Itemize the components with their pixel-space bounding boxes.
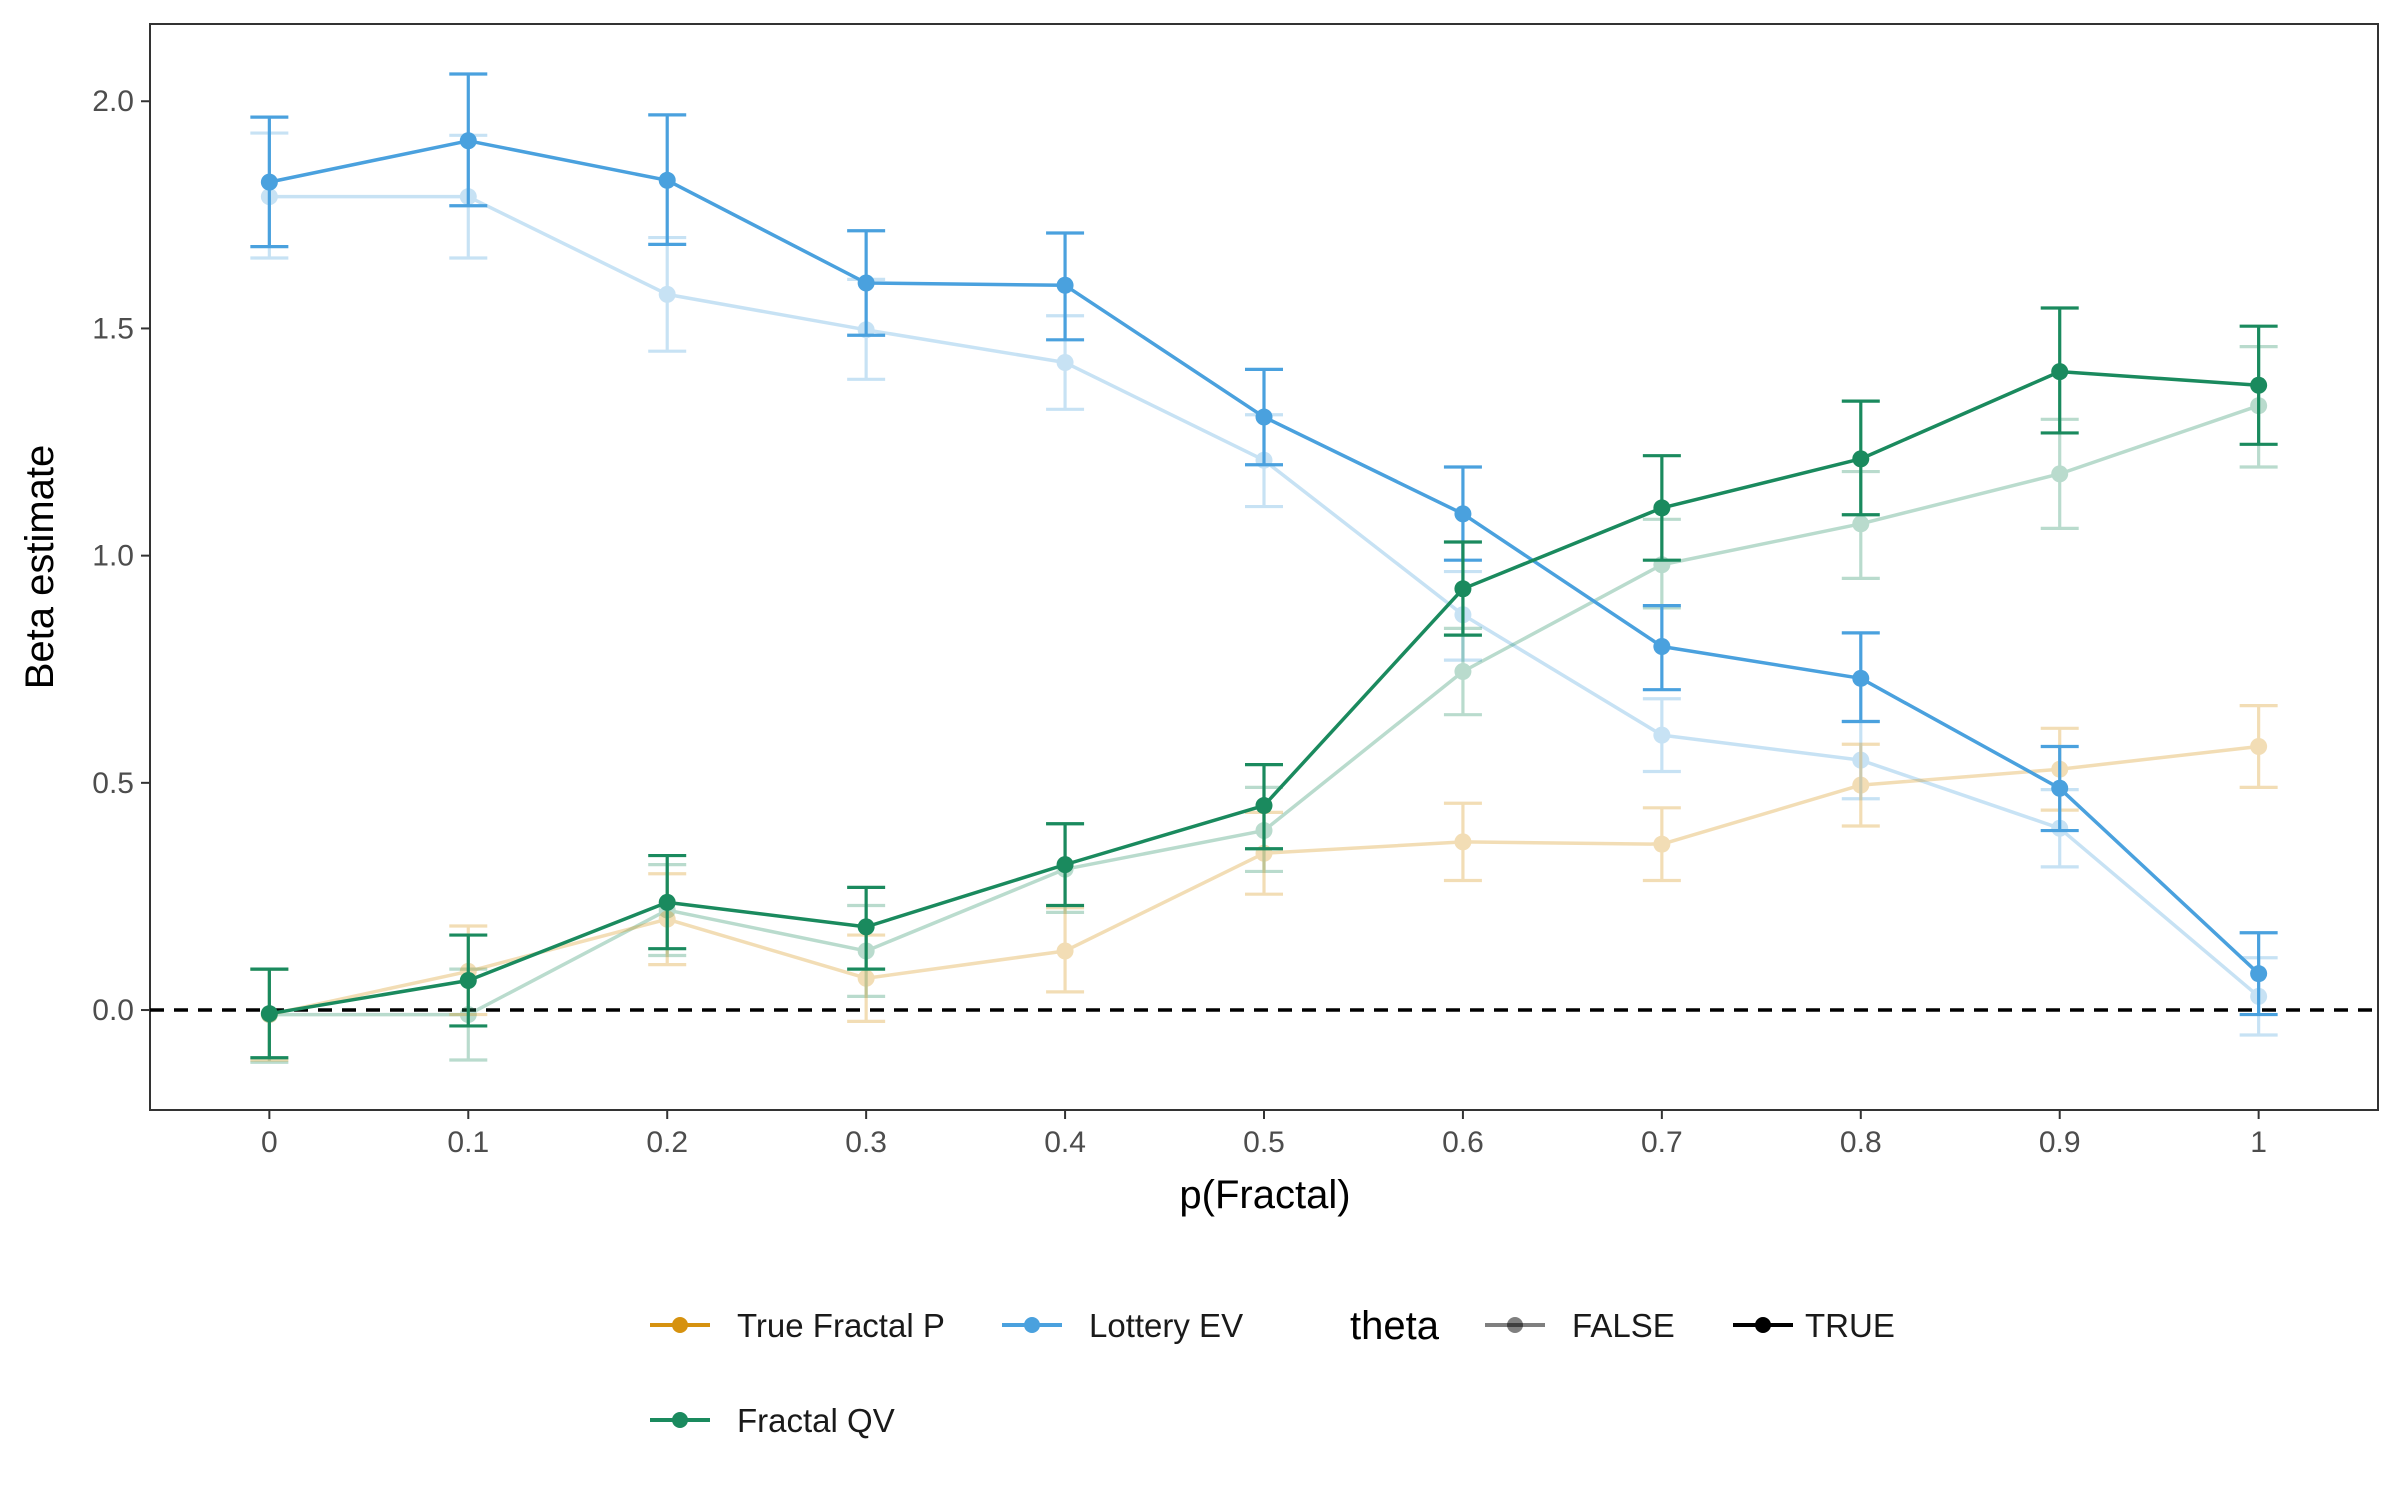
data-point-lottery-ev-true bbox=[260, 173, 278, 191]
data-point-lottery-ev-true bbox=[1454, 505, 1472, 523]
x-tick-label: 0.2 bbox=[646, 1126, 688, 1159]
data-point-fractal-qv-false bbox=[1852, 515, 1870, 533]
data-point-fractal-qv-true bbox=[2051, 363, 2069, 381]
data-point-fractal-qv-true bbox=[1056, 856, 1074, 874]
x-tick-label: 0.1 bbox=[447, 1126, 489, 1159]
x-tick-label: 0.4 bbox=[1044, 1126, 1086, 1159]
data-point-fractal-qv-true bbox=[2250, 376, 2268, 394]
x-tick-label: 0.5 bbox=[1243, 1126, 1285, 1159]
legend-item-theta-true: TRUE bbox=[1733, 1307, 1895, 1344]
data-point-lottery-ev-false bbox=[1653, 726, 1671, 744]
y-tick-label: 2.0 bbox=[92, 85, 134, 118]
error-bar-true-fractal-p-false bbox=[1443, 801, 1482, 883]
data-point-lottery-ev-false bbox=[658, 285, 676, 303]
data-point-fractal-qv-true bbox=[1454, 580, 1472, 598]
data-point-lottery-ev-true bbox=[1056, 276, 1074, 294]
legend-item-lottery-ev: Lottery EV bbox=[1002, 1307, 1243, 1344]
series-lottery-ev-true bbox=[250, 72, 2278, 1017]
data-point-lottery-ev-true bbox=[2250, 965, 2268, 983]
legend-label-fractal-qv: Fractal QV bbox=[737, 1402, 895, 1439]
x-tick-label: 0 bbox=[261, 1126, 278, 1159]
error-bar-true-fractal-p-false bbox=[1841, 742, 1880, 828]
data-point-lottery-ev-true bbox=[459, 132, 477, 150]
legend-key-point-true-fractal-p bbox=[672, 1317, 688, 1333]
error-bar-true-fractal-p-false bbox=[2239, 703, 2278, 789]
y-axis-title: Beta estimate bbox=[18, 445, 62, 690]
data-point-true-fractal-p-false bbox=[1056, 942, 1074, 960]
data-point-lottery-ev-false bbox=[1056, 354, 1074, 372]
data-point-true-fractal-p-false bbox=[857, 969, 875, 987]
data-point-fractal-qv-true bbox=[658, 893, 676, 911]
legend-label-theta-true: TRUE bbox=[1805, 1307, 1895, 1344]
data-point-fractal-qv-true bbox=[459, 971, 477, 989]
legend-key-point-theta-false bbox=[1507, 1317, 1523, 1333]
error-bar-true-fractal-p-false bbox=[1642, 806, 1681, 883]
legend-item-theta-false: FALSE bbox=[1485, 1307, 1675, 1344]
data-point-fractal-qv-false bbox=[2051, 465, 2069, 483]
data-point-fractal-qv-true bbox=[1255, 797, 1273, 815]
legend-label-lottery-ev: Lottery EV bbox=[1089, 1307, 1243, 1344]
legend-key-point-fractal-qv bbox=[672, 1412, 688, 1428]
data-point-lottery-ev-true bbox=[658, 171, 676, 189]
x-tick-label: 1 bbox=[2250, 1126, 2267, 1159]
legend-item-true-fractal-p: True Fractal P bbox=[650, 1307, 945, 1344]
data-point-fractal-qv-true bbox=[857, 918, 875, 936]
y-tick-label: 0.5 bbox=[92, 767, 134, 800]
error-bar-true-fractal-p-false bbox=[1046, 906, 1085, 994]
legend-label-theta-false: FALSE bbox=[1572, 1307, 1675, 1344]
x-tick-label: 0.6 bbox=[1442, 1126, 1484, 1159]
x-axis-title: p(Fractal) bbox=[1179, 1173, 1350, 1217]
y-tick-label: 1.0 bbox=[92, 540, 134, 573]
legend-label-true-fractal-p: True Fractal P bbox=[737, 1307, 945, 1344]
x-tick-label: 0.9 bbox=[2039, 1126, 2081, 1159]
y-tick-label: 1.5 bbox=[92, 312, 134, 345]
series-line-true-fractal-p-false bbox=[268, 744, 2259, 1017]
data-point-lottery-ev-true bbox=[857, 274, 875, 292]
plot-panel bbox=[149, 23, 2379, 1111]
legend: True Fractal P Lottery EV Fractal QV the… bbox=[650, 1304, 1895, 1439]
data-point-lottery-ev-true bbox=[1653, 638, 1671, 656]
series-fractal-qv-true bbox=[250, 306, 2278, 1060]
data-point-lottery-ev-true bbox=[1255, 408, 1273, 426]
data-point-true-fractal-p-false bbox=[1852, 776, 1870, 794]
legend-key-point-theta-true bbox=[1755, 1317, 1771, 1333]
plot-area: 0.0 0.5 1.0 1.5 2.0 0 0.1 0.2 0.3 0.4 0.5 0.6 0.7 0.8… bbox=[92, 23, 2379, 1159]
data-point-lottery-ev-true bbox=[2051, 779, 2069, 797]
data-point-true-fractal-p-false bbox=[1454, 833, 1472, 851]
x-tick-label: 0.7 bbox=[1641, 1126, 1683, 1159]
data-point-true-fractal-p-false bbox=[1653, 835, 1671, 853]
x-tick-label: 0.3 bbox=[845, 1126, 887, 1159]
y-tick-label: 0.0 bbox=[92, 994, 134, 1027]
legend-item-fractal-qv: Fractal QV bbox=[650, 1402, 895, 1439]
x-tick-label: 0.8 bbox=[1840, 1126, 1882, 1159]
data-point-lottery-ev-false bbox=[1852, 751, 1870, 769]
data-point-fractal-qv-true bbox=[260, 1005, 278, 1023]
data-point-lottery-ev-true bbox=[1852, 669, 1870, 687]
legend-key-point-lottery-ev bbox=[1024, 1317, 1040, 1333]
data-point-true-fractal-p-false bbox=[2250, 737, 2268, 755]
legend-title-theta: theta bbox=[1350, 1304, 1440, 1348]
data-point-fractal-qv-true bbox=[1653, 499, 1671, 517]
data-point-fractal-qv-true bbox=[1852, 450, 1870, 468]
error-bar-lottery-ev-false bbox=[1642, 697, 1681, 774]
data-point-fractal-qv-false bbox=[1454, 663, 1472, 681]
